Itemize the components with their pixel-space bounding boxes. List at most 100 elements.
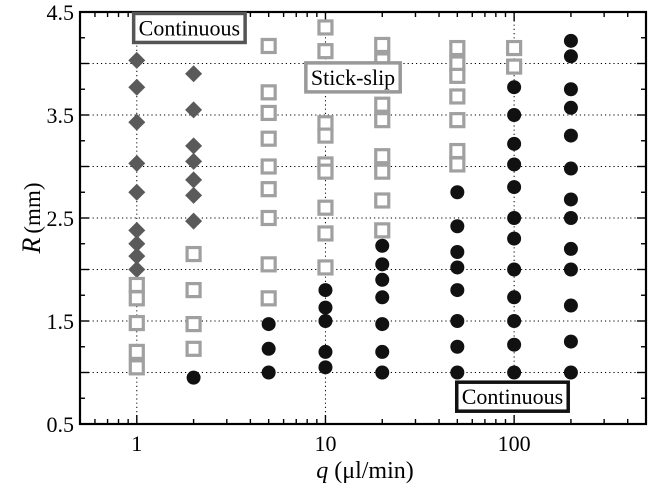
square-marker — [260, 84, 277, 101]
circle-marker — [507, 290, 522, 305]
diamond-marker — [128, 261, 146, 278]
diamond-marker — [185, 186, 203, 204]
square-marker — [317, 163, 334, 180]
circle-marker — [318, 300, 333, 315]
square-marker — [374, 222, 391, 239]
x-tick-label: 100 — [498, 431, 531, 456]
circle-marker — [261, 341, 276, 356]
annotation-text: Stick-slip — [311, 65, 395, 90]
diamond-marker — [185, 212, 203, 230]
square-marker — [185, 340, 202, 357]
circle-marker — [563, 128, 578, 143]
diamond-marker — [128, 221, 146, 239]
diamond-marker — [185, 137, 203, 155]
square-marker — [317, 127, 334, 144]
square-marker — [260, 130, 277, 147]
annotation-2: Stick-slip — [304, 61, 402, 94]
x-axis-symbol: q — [316, 458, 328, 484]
square-marker — [374, 112, 391, 129]
annotation-text: Continuous — [462, 384, 563, 409]
circle-marker — [563, 262, 578, 277]
circle-marker — [563, 192, 578, 207]
circle-marker — [563, 82, 578, 97]
square-marker — [374, 148, 391, 165]
circle-marker — [507, 337, 522, 352]
circle-marker — [318, 344, 333, 359]
square-marker — [260, 181, 277, 198]
square-marker — [185, 282, 202, 299]
square-marker — [260, 158, 277, 175]
circle-marker — [563, 100, 578, 115]
annotations: Continuous Stick-slip Continuous — [131, 11, 570, 413]
square-marker — [317, 259, 334, 276]
circle-marker — [450, 314, 465, 328]
y-axis-symbol: R — [17, 238, 46, 255]
circle-marker — [375, 365, 390, 380]
square-marker — [317, 225, 334, 242]
circle-marker — [450, 219, 465, 234]
circle-marker — [507, 262, 522, 277]
circle-marker — [563, 241, 578, 256]
square-marker — [449, 39, 466, 57]
square-marker — [449, 112, 466, 129]
square-marker — [374, 36, 391, 54]
circle-marker — [507, 157, 522, 172]
circle-marker — [507, 136, 522, 151]
annotation-1: Continuous — [131, 11, 247, 45]
circle-marker — [318, 283, 333, 298]
circle-marker — [507, 365, 522, 380]
y-tick-label: 4.5 — [47, 0, 75, 25]
square-marker — [128, 290, 145, 307]
circle-marker — [507, 108, 522, 122]
circle-marker — [375, 257, 390, 272]
square-marker — [128, 314, 145, 332]
circle-marker — [375, 317, 390, 332]
circle-marker — [450, 339, 465, 354]
circle-marker — [318, 360, 333, 375]
diamond-marker — [128, 51, 146, 69]
x-tick-label: 1 — [131, 431, 142, 456]
square-marker — [374, 192, 391, 209]
circle-marker — [563, 298, 578, 313]
square-marker — [449, 156, 466, 173]
diamond-marker — [128, 154, 146, 172]
y-tick-label: 0.5 — [47, 412, 75, 437]
square-marker — [128, 343, 145, 360]
square-marker — [260, 290, 277, 307]
diamond-marker — [128, 183, 146, 201]
square-marker — [260, 37, 277, 55]
square-marker — [128, 359, 145, 376]
square-marker — [449, 88, 466, 105]
circle-marker — [507, 231, 522, 246]
y-axis-unit: (mm) — [20, 183, 45, 234]
square-marker — [449, 142, 466, 160]
y-tick-label: 1.5 — [47, 309, 75, 334]
square-marker — [185, 245, 202, 263]
annotation-3: Continuous — [454, 380, 570, 413]
circle-marker — [563, 161, 578, 176]
diamond-marker — [185, 171, 203, 189]
x-tick-label: 10 — [314, 431, 336, 456]
y-tick-label: 2.5 — [47, 206, 75, 231]
diamond-marker — [128, 235, 146, 253]
circle-marker — [507, 314, 522, 328]
diamond-marker — [128, 113, 146, 131]
square-marker — [260, 256, 277, 273]
circle-marker — [450, 283, 465, 298]
annotation-text: Continuous — [139, 15, 240, 40]
circle-marker — [375, 344, 390, 359]
annotation-box — [304, 61, 402, 94]
circle-marker — [507, 80, 522, 95]
circle-marker — [186, 370, 201, 385]
circle-marker — [375, 290, 390, 305]
square-marker — [374, 96, 391, 113]
circle-marker — [563, 365, 578, 380]
square-marker — [317, 43, 334, 60]
diamond-marker — [185, 101, 203, 119]
square-marker — [260, 209, 277, 227]
circle-marker — [563, 49, 578, 64]
circle-marker — [507, 180, 522, 195]
circle-marker — [318, 314, 333, 328]
y-tick-label: 3.5 — [47, 103, 75, 128]
data-markers — [128, 19, 578, 385]
